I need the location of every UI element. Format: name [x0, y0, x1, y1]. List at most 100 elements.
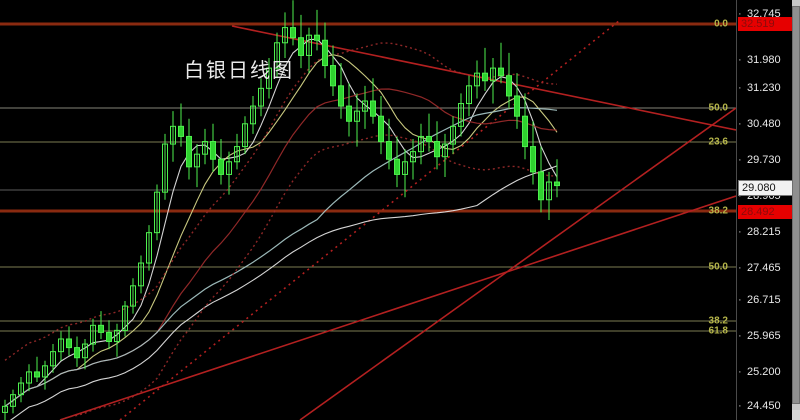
moving-average-20: [4, 88, 558, 407]
candle-body: [362, 100, 368, 112]
candle-body: [506, 75, 512, 97]
candle-body: [258, 87, 264, 107]
candle-body: [394, 158, 400, 175]
candle-body: [170, 125, 176, 145]
candle-body: [338, 85, 344, 107]
fibonacci-level-label: 38.2: [708, 205, 728, 217]
scrollbar-corner: [792, 410, 800, 420]
moving-average-5: [4, 38, 558, 407]
vertical-scrollbar[interactable]: [792, 0, 800, 420]
axis-tick-label: 31.980: [747, 54, 781, 66]
fibonacci-level-label: 61.8: [708, 325, 728, 337]
candle-body: [322, 39, 328, 67]
candle-body: [530, 146, 536, 173]
axis-tick-mark: ·: [738, 190, 742, 202]
candle-body: [18, 382, 24, 396]
candle-body: [2, 405, 8, 413]
candle-body: [42, 365, 48, 378]
fibonacci-level-label: 23.6: [708, 136, 728, 148]
candle-body: [58, 338, 64, 353]
candle-body: [226, 161, 232, 175]
candle-body: [194, 153, 200, 168]
candle-body: [274, 42, 280, 69]
candle-body: [242, 123, 248, 148]
axis-tick-label: 28.215: [747, 226, 781, 238]
candle-body: [26, 371, 32, 384]
moving-average-40: [4, 107, 558, 407]
candle-body: [90, 324, 96, 345]
candle-body: [434, 141, 440, 158]
band-lower-dotted: [59, 134, 558, 420]
axis-tick-mark: ·: [738, 262, 742, 274]
candle-body: [234, 146, 240, 163]
candle-body: [474, 72, 480, 87]
candle-body: [34, 371, 40, 378]
candle-body: [154, 191, 160, 234]
resistance-price-tag: 32.519: [738, 17, 796, 31]
candle-body: [210, 141, 216, 160]
price-chart-plot-area[interactable]: 白银日线图 0.0 50.0 23.6 38.2 50.0 38.2 61.8: [0, 0, 736, 420]
candle-body: [290, 27, 296, 39]
candle-body: [546, 181, 552, 201]
candle-body: [370, 100, 376, 117]
candle-body: [442, 143, 448, 158]
candle-body: [410, 151, 416, 163]
trendline-lower-ascending: [59, 195, 736, 420]
axis-tick-label: 31.230: [747, 82, 781, 94]
fibonacci-level-label: 50.0: [708, 261, 728, 273]
candle-body: [482, 72, 488, 82]
candle-body: [538, 171, 544, 201]
axis-tick-mark: ·: [738, 294, 742, 306]
candle-body: [82, 343, 88, 359]
candle-body: [522, 115, 528, 148]
candle-body: [282, 27, 288, 44]
moving-average-10: [4, 54, 558, 407]
candle-body: [186, 135, 192, 168]
moving-average-lines-group: [4, 38, 558, 420]
scrollbar-thumb[interactable]: [792, 6, 800, 404]
band-upper-dotted: [4, 42, 558, 361]
axis-tick-mark: ·: [738, 366, 742, 378]
candle-body: [10, 394, 16, 407]
candle-body: [330, 65, 336, 87]
candlesticks-group: [2, 0, 560, 420]
candle-body: [514, 95, 520, 117]
candle-body: [146, 232, 152, 264]
axis-tick-mark: ·: [738, 226, 742, 238]
candle-body: [130, 285, 136, 307]
candle-body: [490, 67, 496, 82]
candle-body: [346, 105, 352, 122]
candle-body: [314, 34, 320, 41]
trendline-ascending-support: [299, 107, 736, 420]
candle-body: [554, 181, 560, 187]
axis-tick-label: 25.965: [747, 330, 781, 342]
axis-tick-label: 29.730: [747, 154, 781, 166]
candle-body: [298, 37, 304, 56]
candle-body: [386, 141, 392, 160]
trendlines-group: [59, 19, 736, 420]
fibonacci-level-label: 0.0: [714, 18, 728, 30]
axis-tick-mark: ·: [738, 118, 742, 130]
gridlines-group: [0, 22, 736, 332]
candle-body: [202, 141, 208, 155]
axis-tick-label: 27.465: [747, 262, 781, 274]
axis-tick-label: 25.200: [747, 366, 781, 378]
axis-tick-mark: ·: [738, 8, 742, 20]
candle-body: [402, 161, 408, 175]
candle-body: [418, 135, 424, 153]
candle-body: [114, 329, 120, 343]
candle-body: [306, 34, 312, 56]
axis-tick-mark: ·: [738, 330, 742, 342]
moving-average-60: [9, 165, 558, 420]
chart-title: 白银日线图: [184, 58, 294, 82]
candle-body: [50, 351, 56, 367]
candle-body: [498, 67, 504, 77]
axis-tick-label: 24.450: [747, 400, 781, 412]
candle-body: [466, 85, 472, 105]
chart-svg: [0, 0, 736, 420]
candle-body: [106, 331, 112, 343]
candle-body: [378, 115, 384, 143]
axis-tick-mark: ·: [738, 54, 742, 66]
candle-body: [426, 135, 432, 143]
